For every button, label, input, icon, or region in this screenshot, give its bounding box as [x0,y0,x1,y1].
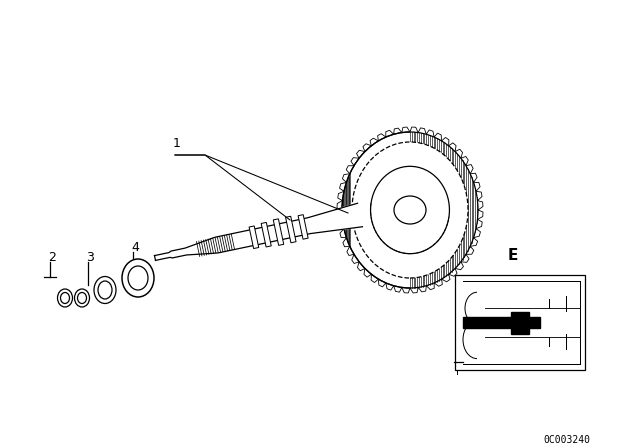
Ellipse shape [122,259,154,297]
Ellipse shape [74,289,90,307]
Ellipse shape [98,281,112,299]
Text: 3: 3 [86,250,94,263]
Ellipse shape [61,293,70,303]
Ellipse shape [128,266,148,290]
Ellipse shape [94,276,116,303]
Polygon shape [249,226,259,249]
Ellipse shape [352,142,468,278]
Polygon shape [154,203,362,260]
Text: E: E [508,247,518,263]
Text: I: I [456,367,458,377]
Polygon shape [273,219,284,246]
Bar [455,275,585,370]
Ellipse shape [371,166,449,254]
Text: 4: 4 [131,241,139,254]
Polygon shape [463,317,540,328]
Polygon shape [511,311,529,333]
Text: 1: 1 [173,137,181,150]
Polygon shape [298,215,308,239]
Text: 2: 2 [48,250,56,263]
Text: 0C003240: 0C003240 [543,435,590,445]
Polygon shape [337,127,483,293]
Polygon shape [285,216,296,243]
Ellipse shape [394,196,426,224]
Polygon shape [261,222,271,247]
Ellipse shape [58,289,72,307]
Ellipse shape [77,293,86,303]
Ellipse shape [342,132,478,288]
